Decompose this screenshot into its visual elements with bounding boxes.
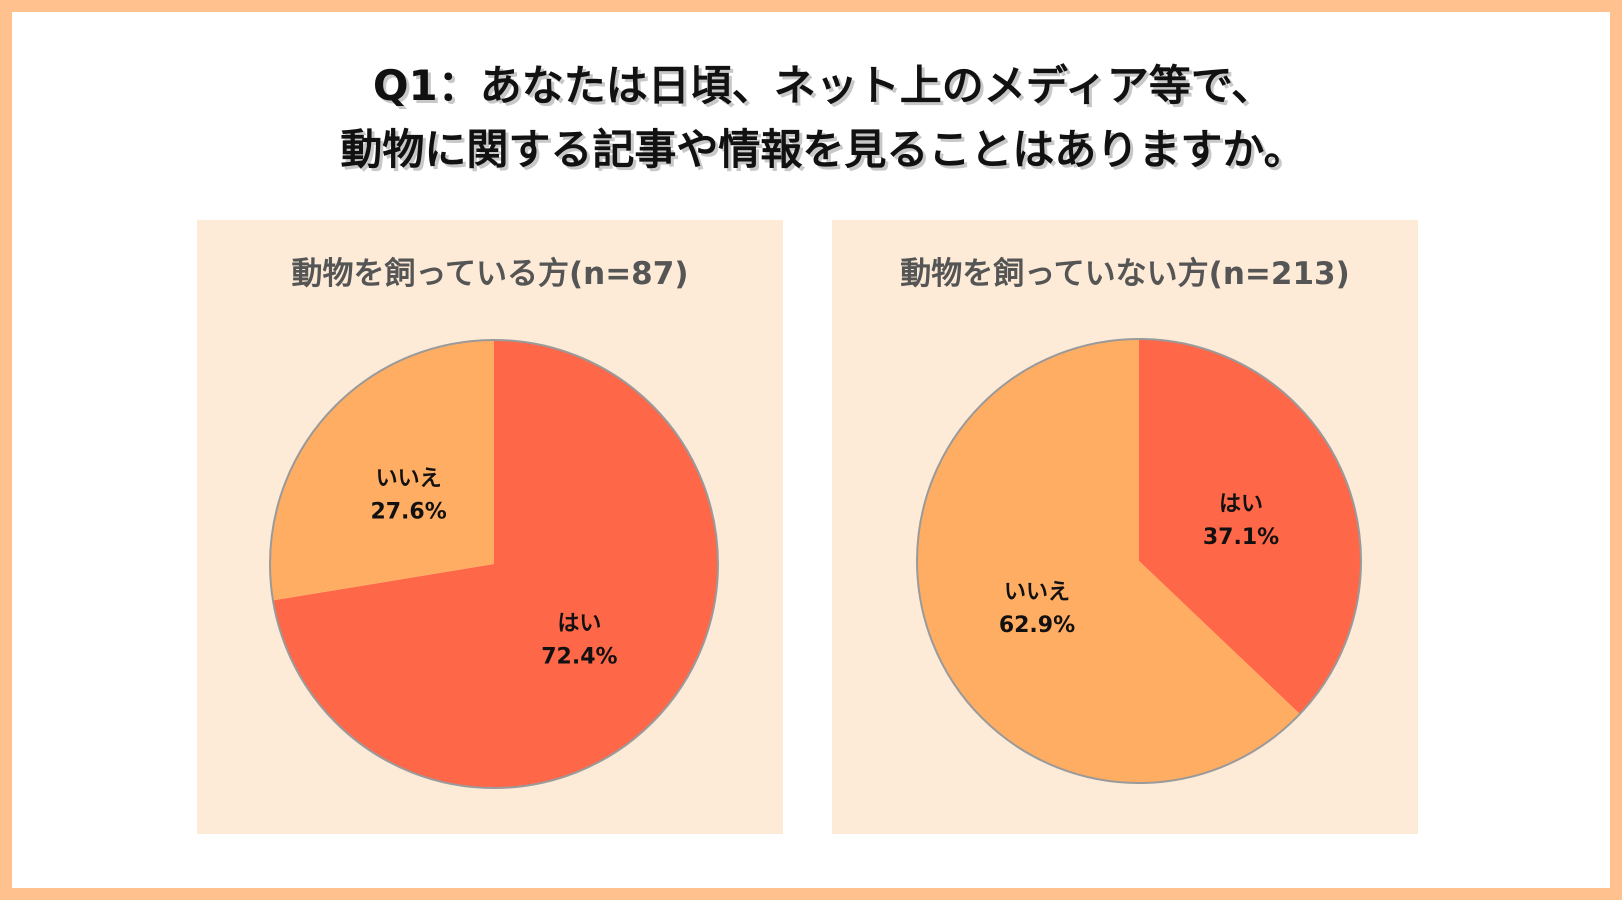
slice-label-owners-no: いいえ bbox=[376, 467, 442, 492]
slice-label-non-owners-yes: はい bbox=[1219, 492, 1263, 517]
slice-label-non-owners-no: いいえ bbox=[1004, 580, 1070, 605]
chart-title-owners: 動物を飼っている方(n=87) bbox=[291, 256, 689, 292]
pie-chart-owners: はい 72.4% いいえ 27.6% bbox=[269, 339, 719, 789]
slice-value-owners-yes: 72.4% bbox=[541, 644, 617, 669]
question-title: Q1：あなたは日頃、ネット上のメディア等で、 動物に関する記事や情報を見ることは… bbox=[12, 54, 1622, 182]
pie-outline-owners bbox=[269, 339, 719, 789]
pie-slice-non-owners-yes bbox=[1139, 339, 1361, 714]
pie-slice-non-owners-no bbox=[917, 339, 1300, 784]
chart-panel-non-owners: 動物を飼っていない方(n=213) はい 37.1% いいえ 62.9% bbox=[832, 220, 1418, 834]
pie-slice-owners-yes bbox=[272, 340, 718, 788]
pie-outline-non-owners bbox=[916, 338, 1362, 784]
slice-value-owners-no: 27.6% bbox=[370, 500, 446, 525]
pie-slice-owners-no bbox=[270, 340, 494, 601]
chart-title-non-owners: 動物を飼っていない方(n=213) bbox=[900, 256, 1350, 292]
slice-label-owners-yes: はい bbox=[557, 611, 601, 636]
pie-chart-non-owners: はい 37.1% いいえ 62.9% bbox=[916, 338, 1362, 784]
chart-panel-owners: 動物を飼っている方(n=87) はい 72.4% いいえ 27.6% bbox=[197, 220, 783, 834]
question-title-line-2: 動物に関する記事や情報を見ることはありますか。 bbox=[340, 125, 1306, 174]
question-title-line-1: Q1：あなたは日頃、ネット上のメディア等で、 bbox=[372, 61, 1274, 110]
slice-value-non-owners-no: 62.9% bbox=[999, 613, 1075, 638]
slice-value-non-owners-yes: 37.1% bbox=[1203, 525, 1279, 550]
